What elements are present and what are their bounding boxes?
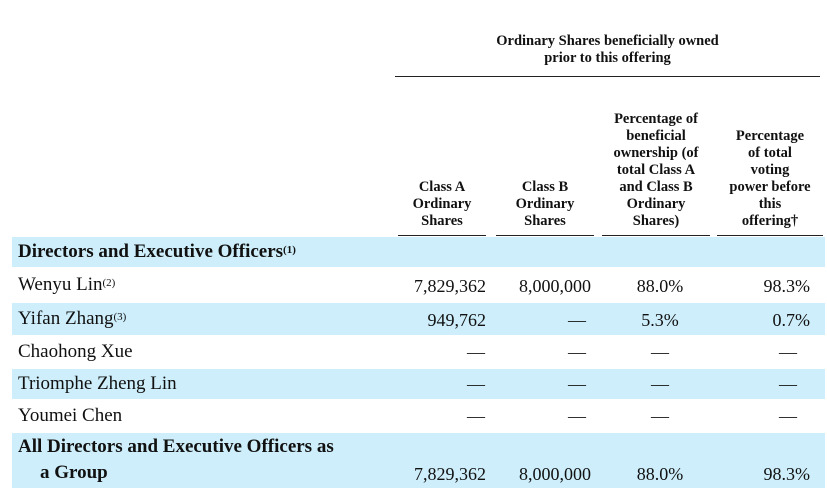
row-name-text: Yifan Zhang [18, 308, 114, 329]
cell-pct-ownership: — [651, 374, 669, 394]
header-line: Shares [421, 213, 463, 229]
column-header-class-a: Class A Ordinary Shares [398, 160, 486, 230]
header-line: Class A [418, 179, 466, 195]
header-line: Shares) [632, 213, 680, 229]
cell-pct-voting: — [779, 374, 797, 394]
cell-class-b: 8,000,000 [519, 276, 591, 296]
row-name-text: Chaohong Xue [18, 341, 133, 362]
section-label-text: Directors and Executive Officers [18, 241, 284, 262]
header-line: Shares [524, 213, 566, 229]
cell-class-b: — [568, 342, 586, 362]
cell-pct-ownership: — [651, 406, 669, 426]
group-header-rule [395, 76, 820, 77]
footnote-ref: (1) [283, 244, 296, 256]
row-name: Yifan Zhang(3) [18, 308, 126, 330]
cell-pct-voting: 98.3% [763, 276, 811, 296]
header-line: and Class B [619, 179, 693, 195]
cell-pct-voting: — [779, 342, 797, 362]
cell-pct-voting: 98.3% [763, 464, 811, 484]
total-label-line-1: All Directors and Executive Officers as [18, 436, 334, 457]
header-line: power before [729, 179, 811, 195]
cell-class-a: 7,829,362 [414, 276, 486, 296]
header-line: Class B [521, 179, 569, 195]
cell-class-b: — [568, 406, 586, 426]
row-name-text: Youmei Chen [18, 405, 123, 426]
cell-class-b: — [568, 310, 586, 330]
column-header-pct-voting: Percentage of total voting power before … [715, 106, 825, 230]
cell-pct-ownership: — [651, 342, 669, 362]
header-line: of total [748, 145, 792, 161]
footnote-ref: (3) [113, 311, 127, 323]
row-name: Wenyu Lin(2) [18, 274, 115, 296]
header-line: this [758, 196, 782, 212]
column-header-class-b: Class B Ordinary Shares [496, 160, 594, 230]
footnote-ref: (2) [102, 277, 116, 289]
header-line: Ordinary [515, 196, 575, 212]
table-row: Yifan Zhang(3) 949,762 — 5.3% 0.7% [12, 303, 825, 335]
group-header: Ordinary Shares beneficially owned prior… [395, 33, 820, 67]
table-row: Wenyu Lin(2) 7,829,362 8,000,000 88.0% 9… [12, 269, 825, 301]
header-line: Percentage of [614, 111, 698, 127]
total-row: All Directors and Executive Officers as … [12, 433, 825, 488]
total-label-line-2: a Group [40, 462, 108, 483]
column-rule [398, 235, 486, 236]
cell-class-b: 8,000,000 [519, 464, 591, 484]
section-label: Directors and Executive Officers(1) [18, 241, 296, 263]
cell-pct-ownership: 5.3% [641, 310, 679, 330]
cell-class-a: — [467, 406, 485, 426]
row-name: Chaohong Xue [18, 341, 133, 363]
header-line: Ordinary [626, 196, 686, 212]
cell-pct-voting: 0.7% [772, 310, 811, 330]
table-row: Chaohong Xue — — — — [12, 337, 825, 367]
column-rule [496, 235, 594, 236]
header-line: voting [750, 162, 790, 178]
table-row: Triomphe Zheng Lin — — — — [12, 369, 825, 399]
section-row: Directors and Executive Officers(1) [12, 237, 825, 267]
header-line: total Class A [616, 162, 696, 178]
header-line: Ordinary [412, 196, 472, 212]
header-line: ownership (of [613, 145, 699, 161]
row-name-text: Triomphe Zheng Lin [18, 373, 177, 394]
cell-class-a: 949,762 [427, 310, 487, 330]
row-name: Triomphe Zheng Lin [18, 373, 177, 395]
cell-class-a: — [467, 374, 485, 394]
header-line: beneficial [626, 128, 686, 144]
cell-class-a: — [467, 342, 485, 362]
group-header-line-1: Ordinary Shares beneficially owned [496, 33, 719, 49]
cell-pct-ownership: 88.0% [636, 276, 684, 296]
column-rule [602, 235, 710, 236]
row-name-text: Wenyu Lin [18, 274, 103, 295]
cell-class-a: 7,829,362 [414, 464, 486, 484]
cell-pct-voting: — [779, 406, 797, 426]
cell-class-b: — [568, 374, 586, 394]
table-row: Youmei Chen — — — — [12, 401, 825, 431]
column-header-pct-ownership: Percentage of beneficial ownership (of t… [600, 86, 712, 230]
group-header-line-2: prior to this offering [544, 50, 671, 66]
header-line: offering† [741, 213, 799, 229]
header-line: Percentage [735, 128, 805, 144]
row-name: Youmei Chen [18, 405, 122, 427]
cell-pct-ownership: 88.0% [636, 464, 684, 484]
column-rule [717, 235, 823, 236]
